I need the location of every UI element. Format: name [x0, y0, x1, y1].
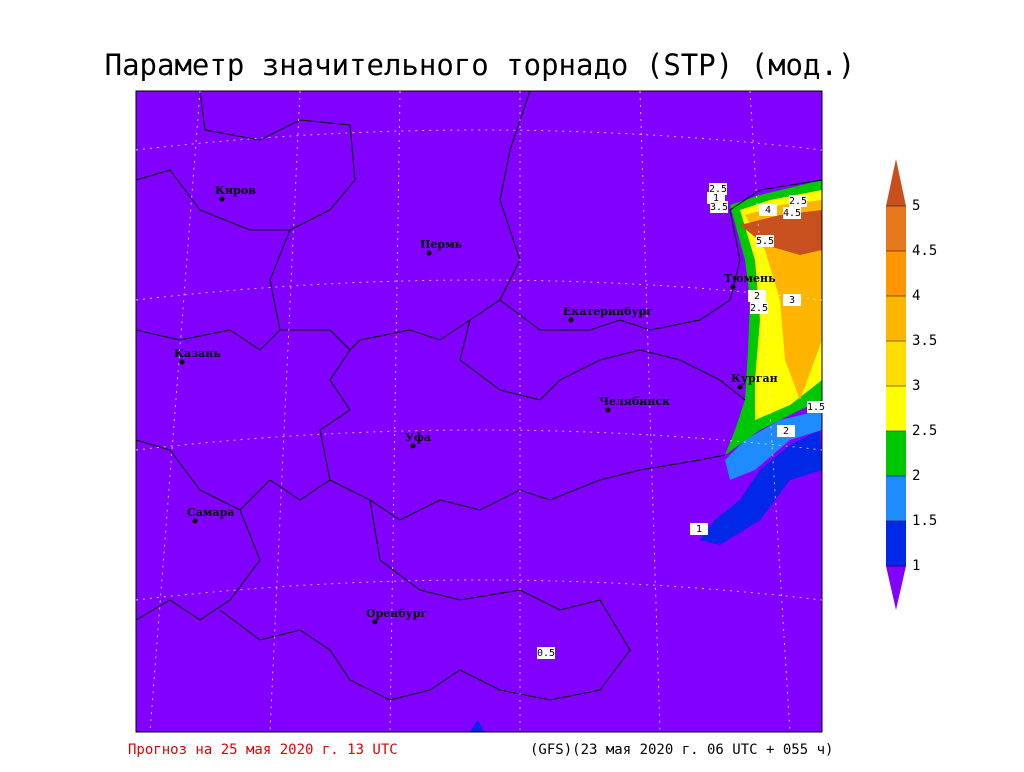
city-label: Уфа [405, 431, 431, 444]
forecast-time: Прогноз на 25 мая 2020 г. 13 UTC [128, 742, 398, 758]
colorbar-tick-label: 3.5 [912, 333, 937, 349]
contour-label-box [807, 401, 825, 413]
city-label: Казань [174, 347, 221, 360]
contour-label: 2 [783, 426, 789, 437]
contour-label-box [759, 204, 777, 216]
colorbar-segment [886, 521, 906, 566]
colorbar-tick-label: 4 [912, 288, 920, 304]
colorbar-tick-label: 4.5 [912, 243, 937, 259]
city-dot [410, 443, 416, 449]
contour-label-box [789, 195, 807, 207]
city-label: Самара [187, 506, 234, 519]
colorbar-segment [886, 341, 906, 386]
contour-label: 3.5 [710, 202, 728, 213]
city-label: Екатеринбург [563, 305, 653, 318]
colorbar: 1 1.5 2 2.5 3 3.5 4 4.5 5 [886, 159, 937, 610]
contour-label-box [756, 235, 774, 247]
cities: Киров Пермь Екатеринбург Казань Тюмень Курган… [174, 184, 778, 625]
city-label: Тюмень [724, 272, 776, 285]
graticule [135, 90, 823, 733]
colorbar-segment [886, 251, 906, 296]
contour-label: 0.5 [537, 648, 555, 659]
contour-label-box [783, 207, 801, 219]
contour-label-box [783, 294, 801, 306]
city-label: Курган [731, 372, 778, 385]
colorbar-tick-label: 1 [912, 558, 920, 574]
contour-label-box [748, 290, 766, 302]
contour-label: 4 [765, 205, 771, 216]
colorbar-tick-label: 5 [912, 198, 920, 214]
contour-label: 2.5 [789, 196, 807, 207]
contour-label: 1 [713, 193, 719, 204]
colorbar-segment [886, 296, 906, 341]
contour-label: 3 [789, 295, 795, 306]
colorbar-segment [886, 386, 906, 431]
colorbar-tick-label: 2 [912, 468, 920, 484]
city-label: Челябинск [599, 395, 670, 408]
city-dot [219, 196, 225, 202]
colorbar-segment [886, 206, 906, 251]
model-run: (GFS)(23 мая 2020 г. 06 UTC + 055 ч) [530, 742, 833, 758]
city-label: Пермь [420, 238, 463, 251]
city-dot [179, 359, 185, 365]
contour-label: 2.5 [709, 184, 727, 195]
contour-label-box [537, 647, 555, 659]
contour-label: 2 [754, 291, 760, 302]
colorbar-tick-label: 1.5 [912, 513, 937, 529]
city-dot [372, 619, 378, 625]
contour-label: 1.5 [807, 402, 825, 413]
contour-label: 2.5 [750, 303, 768, 314]
colorbar-under [886, 566, 906, 610]
contour-label: 5.5 [756, 236, 774, 247]
map: Киров Пермь Екатеринбург Казань Тюмень Курган… [135, 90, 825, 733]
city-dot [192, 518, 198, 524]
contour-label: 4.5 [783, 208, 801, 219]
city-dot [605, 407, 611, 413]
contour-label-box [750, 302, 768, 314]
title: Параметр значительного торнадо (STP) (мо… [105, 48, 856, 82]
field-blue [700, 430, 822, 545]
colorbar-tick-label: 3 [912, 378, 920, 394]
city-dot [426, 250, 432, 256]
city-label: Оренбург [366, 607, 427, 620]
city-label: Киров [215, 184, 256, 197]
colorbar-tick-label: 2.5 [912, 423, 937, 439]
city-dot [568, 317, 574, 323]
city-dot [737, 384, 743, 390]
colorbar-over [886, 159, 906, 206]
contour-label-box [690, 523, 708, 535]
colorbar-segment [886, 476, 906, 521]
contour-label: 1 [696, 524, 702, 535]
contour-label-box [777, 425, 795, 437]
field-blue-south [470, 720, 484, 732]
contour-label-box [710, 201, 728, 213]
colorbar-segment [886, 431, 906, 476]
field-darkorange [740, 210, 822, 255]
city-dot [730, 284, 736, 290]
